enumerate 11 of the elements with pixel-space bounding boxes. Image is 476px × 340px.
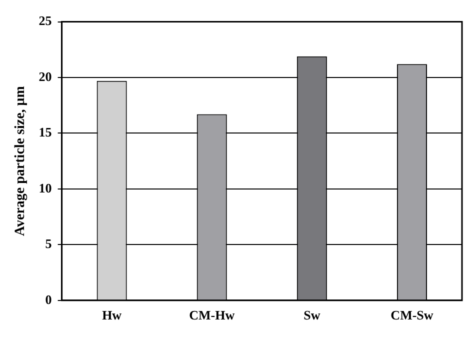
x-tick-label: Sw <box>304 308 321 323</box>
y-tick-label: 15 <box>38 124 52 140</box>
y-tick-label: 5 <box>45 236 52 252</box>
x-tick-label: CM-Sw <box>390 308 434 323</box>
y-tick-label: 25 <box>38 13 52 28</box>
y-tick-label: 10 <box>38 180 52 196</box>
y-tick-label: 0 <box>45 292 52 307</box>
x-tick-label: Hw <box>102 308 122 323</box>
x-tick-label: CM-Hw <box>189 308 236 323</box>
y-axis-title: Average particle size, μm <box>13 86 28 236</box>
y-tick-label: 20 <box>38 68 52 84</box>
